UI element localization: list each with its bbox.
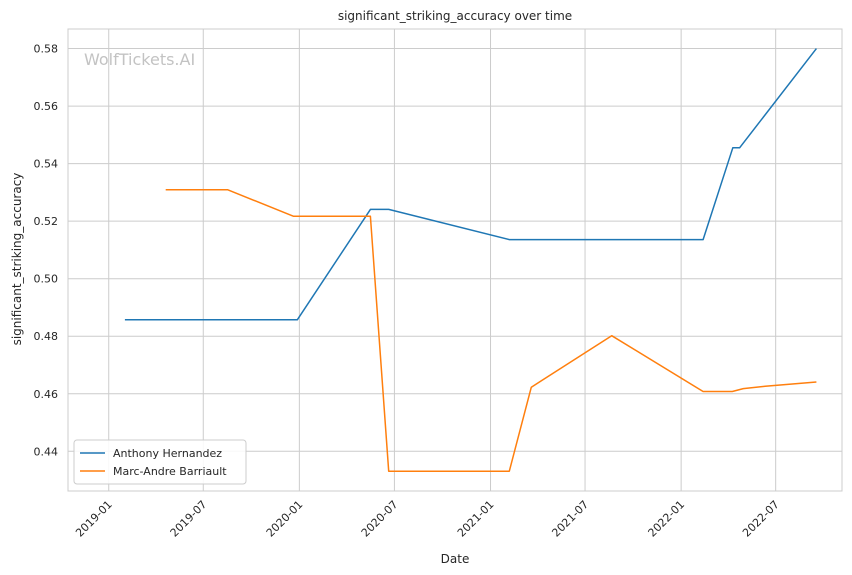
watermark: WolfTickets.AI xyxy=(84,50,195,69)
y-tick-label: 0.52 xyxy=(34,215,59,228)
y-axis: 0.44 0.46 0.48 0.50 0.52 0.54 0.56 0.58 xyxy=(34,43,59,459)
y-tick-label: 0.46 xyxy=(34,388,59,401)
x-axis: 2019-01 2019-07 2020-01 2020-07 2021-01 2021-… xyxy=(73,498,782,540)
y-tick-label: 0.48 xyxy=(34,330,59,343)
x-axis-title: Date xyxy=(441,552,470,566)
x-tick-label: 2022-07 xyxy=(740,498,782,540)
x-tick-label: 2019-07 xyxy=(168,498,210,540)
series-layer xyxy=(124,48,817,472)
y-tick-label: 0.44 xyxy=(34,445,59,458)
legend-label: Anthony Hernandez xyxy=(113,447,222,460)
y-tick-label: 0.58 xyxy=(34,43,59,56)
plot-area xyxy=(67,28,843,492)
chart-title: significant_striking_accuracy over time xyxy=(338,9,572,23)
legend-box xyxy=(73,439,247,485)
x-tick-label: 2021-01 xyxy=(455,498,497,540)
y-tick-label: 0.54 xyxy=(34,158,59,171)
y-tick-label: 0.50 xyxy=(34,273,59,286)
y-axis-title: significant_striking_accuracy xyxy=(10,173,24,346)
legend-label: Marc-Andre Barriault xyxy=(113,465,227,478)
x-tick-label: 2020-01 xyxy=(264,498,306,540)
y-tick-label: 0.56 xyxy=(34,100,59,113)
x-tick-label: 2021-07 xyxy=(549,498,591,540)
legend: Anthony Hernandez Marc-Andre Barriault xyxy=(73,439,247,485)
x-tick-label: 2020-07 xyxy=(359,498,401,540)
grid xyxy=(68,29,842,491)
series-line-0 xyxy=(124,48,817,321)
series-line-1 xyxy=(165,189,817,472)
x-tick-label: 2022-01 xyxy=(646,498,688,540)
x-tick-label: 2019-01 xyxy=(73,498,115,540)
